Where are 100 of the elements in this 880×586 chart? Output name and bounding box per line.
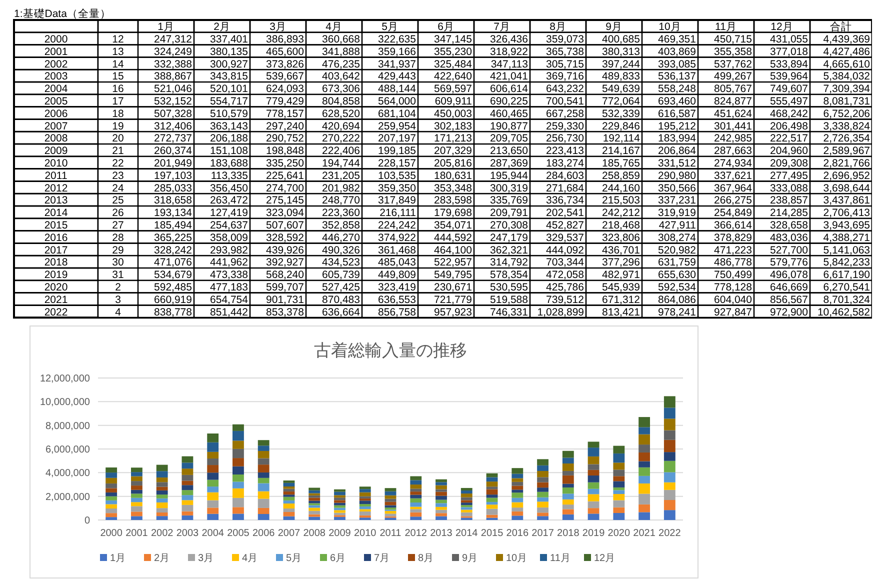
bar [410, 516, 422, 520]
data-label: 522,957 [434, 256, 472, 269]
bar [232, 507, 244, 514]
data-label: 673,306 [322, 83, 360, 96]
data-label: 578,354 [490, 269, 528, 282]
data-label: 636,553 [378, 294, 416, 306]
data-label: 690,225 [490, 96, 528, 108]
data-label: 450,715 [714, 34, 752, 46]
bar [486, 508, 498, 515]
data-label: 520,101 [210, 83, 248, 96]
data-label: 851,442 [210, 306, 248, 318]
x-tick-label: 2月 [214, 21, 230, 34]
x-tick-label: 7月 [494, 21, 510, 34]
data-label: 222,406 [322, 145, 360, 158]
bar [436, 492, 447, 496]
data-label: 527,425 [322, 282, 360, 294]
bar [562, 450, 574, 458]
bar [182, 511, 194, 516]
data-label: 19 [112, 120, 124, 132]
data-label: 4 [115, 306, 122, 318]
data-label: 392,927 [266, 256, 304, 269]
data-label: 335,250 [266, 158, 304, 170]
bar [207, 492, 219, 500]
data-label: 510,579 [210, 108, 248, 120]
bar [436, 489, 447, 492]
bar [232, 466, 244, 474]
bar [664, 472, 676, 482]
data-label: 599,707 [266, 282, 304, 294]
data-label: 259,330 [546, 120, 584, 132]
bar [156, 471, 168, 478]
x-tick-label: 2010 [354, 528, 377, 539]
data-label: 247,179 [490, 232, 528, 244]
data-label: 358,009 [210, 232, 248, 244]
bar [106, 472, 118, 478]
data-label: 337,621 [714, 170, 752, 182]
bar [207, 452, 219, 459]
data-label: 272,737 [154, 132, 192, 145]
data-label: 473,338 [210, 269, 248, 282]
data-label: 14 [112, 58, 124, 70]
data-label: 151,108 [210, 145, 248, 158]
data-label: 856,758 [378, 306, 416, 318]
bar [664, 500, 676, 510]
bar [106, 467, 118, 473]
y-tick-label: 2003 [44, 70, 68, 83]
data-label: 359,166 [378, 46, 416, 58]
data-label: 231,205 [322, 170, 360, 182]
data-label: 901,731 [266, 294, 304, 306]
bar [232, 448, 244, 458]
bar [562, 484, 574, 488]
y-tick-label: 2002 [44, 58, 68, 70]
data-label: 476,235 [322, 58, 360, 70]
data-label: 778,128 [714, 282, 752, 294]
data-label: 322,635 [378, 34, 416, 46]
data-label: 555,497 [770, 96, 808, 108]
data-label: 636,664 [322, 306, 360, 318]
bar [562, 463, 574, 471]
bar [588, 442, 600, 448]
data-label: 353,348 [434, 182, 472, 194]
data-label: 190,877 [490, 120, 528, 132]
data-label: 8,081,731 [823, 96, 870, 108]
data-label: 420,694 [322, 120, 360, 132]
bar [308, 510, 320, 514]
bar [512, 492, 524, 498]
data-label: 297,240 [266, 120, 304, 132]
data-label: 5,141,063 [823, 244, 870, 256]
data-label: 386,893 [266, 34, 304, 46]
data-label: 356,450 [210, 182, 248, 194]
bar [436, 482, 447, 486]
data-label: 205,816 [434, 158, 472, 170]
bar [207, 514, 219, 520]
bar [664, 490, 676, 500]
bar [156, 508, 168, 513]
bar [130, 476, 142, 482]
data-label: 6,270,541 [823, 282, 870, 294]
data-label: 545,939 [602, 282, 640, 294]
data-label: 341,888 [322, 46, 360, 58]
bar [106, 513, 118, 518]
bar [106, 517, 118, 520]
bar [613, 507, 625, 513]
bar [258, 498, 270, 508]
x-tick-label: 6月 [438, 21, 454, 34]
data-label: 287,663 [714, 145, 752, 158]
data-label: 21 [112, 145, 124, 158]
bar [106, 483, 118, 488]
bar [562, 509, 574, 514]
data-label: 465,600 [266, 46, 304, 58]
y-tick-label: 2006 [44, 108, 68, 120]
data-label: 483,036 [770, 232, 808, 244]
data-label: 564,000 [378, 96, 416, 108]
bar [638, 434, 650, 445]
data-label: 228,157 [378, 158, 416, 170]
bar [106, 496, 118, 500]
x-tick-label: 2021 [633, 528, 656, 539]
bar [613, 490, 625, 494]
data-label: 772,064 [602, 96, 640, 108]
data-label: 507,328 [154, 108, 192, 120]
bar [460, 500, 472, 503]
x-tick-label: 2018 [557, 528, 580, 539]
bar [334, 505, 346, 508]
bar [283, 512, 295, 516]
